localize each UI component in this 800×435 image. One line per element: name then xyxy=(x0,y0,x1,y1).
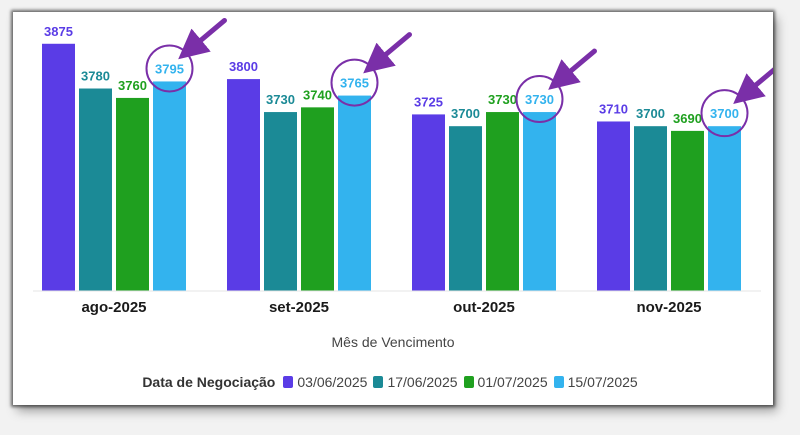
data-label: 3780 xyxy=(81,69,110,84)
highlight-circle xyxy=(145,44,194,93)
x-axis-title: Mês de Vencimento xyxy=(332,334,455,350)
legend-label: 17/06/2025 xyxy=(387,374,458,390)
highlight-circle xyxy=(515,75,564,124)
data-label: 3700 xyxy=(636,106,665,121)
bar-ago-2025-01/07/2025[interactable] xyxy=(116,97,149,291)
bar-set-2025-01/07/2025[interactable] xyxy=(301,107,334,291)
data-label: 3760 xyxy=(118,78,147,93)
legend-swatch xyxy=(463,376,474,388)
bar-nov-2025-17/06/2025[interactable] xyxy=(634,126,667,291)
x-tick-label: set-2025 xyxy=(269,299,329,316)
data-label: 3730 xyxy=(525,92,554,107)
x-tick-label: ago-2025 xyxy=(81,299,146,316)
bar-chart: 3875 3780 3760 3795 3800 3730 3740 3765 3725 3700… xyxy=(33,17,773,350)
bar-set-2025-17/06/2025[interactable] xyxy=(264,112,297,292)
bar-out-2025-01/07/2025[interactable] xyxy=(486,112,519,292)
legend: Data de Negociação 03/06/2025 17/06/2025… xyxy=(13,374,773,390)
data-label: 3765 xyxy=(340,76,369,91)
legend-swatch xyxy=(373,376,384,388)
data-label: 3700 xyxy=(451,106,480,121)
data-label: 3710 xyxy=(599,101,628,116)
data-label: 3800 xyxy=(229,59,258,74)
data-label: 3795 xyxy=(155,61,184,76)
bar-ago-2025-15/07/2025[interactable] xyxy=(153,81,186,291)
data-label: 3700 xyxy=(710,106,739,121)
x-tick-label: out-2025 xyxy=(453,299,515,316)
bar-set-2025-03/06/2025[interactable] xyxy=(227,79,260,291)
highlight-circle xyxy=(700,89,749,138)
highlight-circle xyxy=(330,58,379,107)
highlight-arrow-icon xyxy=(178,17,227,60)
bar-out-2025-15/07/2025[interactable] xyxy=(523,112,556,292)
legend-item-3[interactable]: 15/07/2025 xyxy=(553,374,638,390)
legend-label: 01/07/2025 xyxy=(477,374,548,390)
highlight-arrow-icon xyxy=(733,67,773,105)
legend-swatch xyxy=(553,376,564,388)
data-label: 3730 xyxy=(488,92,517,107)
legend-label: 15/07/2025 xyxy=(567,374,638,390)
data-label: 3730 xyxy=(266,92,295,107)
data-label: 3740 xyxy=(303,87,332,102)
legend-label: 03/06/2025 xyxy=(297,374,368,390)
legend-title: Data de Negociação xyxy=(142,374,276,390)
bar-ago-2025-03/06/2025[interactable] xyxy=(42,43,75,291)
legend-swatch xyxy=(283,376,294,388)
data-label: 3725 xyxy=(414,94,443,109)
legend-item-0[interactable]: 03/06/2025 xyxy=(283,374,367,390)
bar-nov-2025-01/07/2025[interactable] xyxy=(671,130,704,291)
bar-nov-2025-15/07/2025[interactable] xyxy=(708,126,741,291)
bar-out-2025-17/06/2025[interactable] xyxy=(449,126,482,291)
bar-set-2025-15/07/2025[interactable] xyxy=(338,95,371,291)
highlight-arrow-icon xyxy=(363,32,412,74)
highlight-arrow-icon xyxy=(548,48,597,90)
chart-card: 3875 3780 3760 3795 3800 3730 3740 3765 3725 3700… xyxy=(13,12,773,405)
bar-ago-2025-17/06/2025[interactable] xyxy=(79,88,112,291)
bar-out-2025-03/06/2025[interactable] xyxy=(412,114,445,291)
data-label: 3690 xyxy=(673,111,702,126)
data-label: 3875 xyxy=(44,24,73,39)
x-tick-label: nov-2025 xyxy=(636,299,701,316)
bar-nov-2025-03/06/2025[interactable] xyxy=(597,121,630,292)
legend-item-2[interactable]: 01/07/2025 xyxy=(463,374,548,390)
legend-item-1[interactable]: 17/06/2025 xyxy=(373,374,458,390)
